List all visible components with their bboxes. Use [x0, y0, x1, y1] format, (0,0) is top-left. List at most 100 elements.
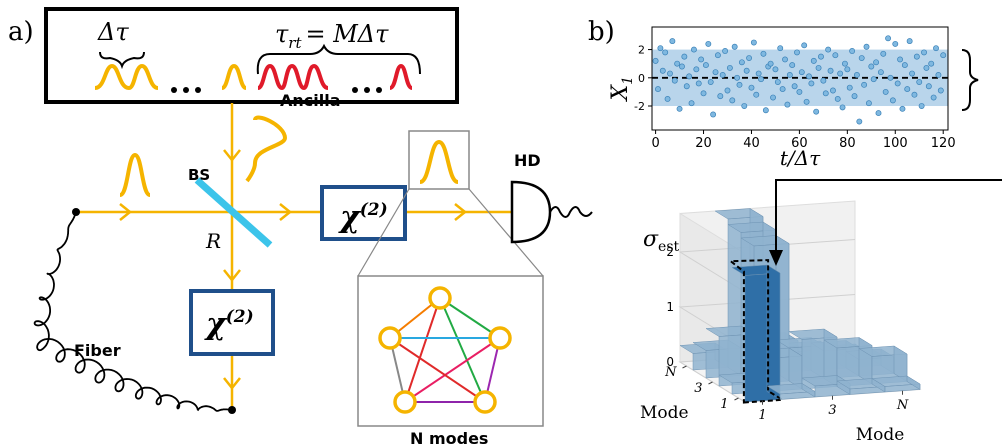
point	[799, 70, 804, 75]
point	[878, 70, 883, 75]
point	[792, 84, 797, 89]
point	[866, 101, 871, 106]
point	[655, 86, 660, 91]
point	[691, 47, 696, 52]
point	[653, 58, 658, 63]
point	[687, 74, 692, 79]
y-tick-label: N	[664, 365, 677, 380]
point	[663, 50, 668, 55]
point	[756, 71, 761, 76]
point	[914, 54, 919, 59]
point	[885, 36, 890, 41]
point	[818, 54, 823, 59]
point	[682, 54, 687, 59]
y-axis-label: X1	[608, 76, 636, 103]
point	[876, 110, 881, 115]
chart-title: σest	[643, 227, 680, 255]
z-tick-label: 1	[666, 300, 674, 314]
brace	[100, 52, 144, 66]
point	[708, 79, 713, 84]
point	[921, 50, 926, 55]
bar-side	[859, 338, 872, 385]
point	[912, 92, 917, 97]
chi-sup: (2)	[226, 307, 254, 327]
fiber-end	[228, 406, 236, 414]
point	[679, 64, 684, 69]
point	[699, 57, 704, 62]
brace	[258, 46, 420, 74]
point	[826, 47, 831, 52]
point	[907, 39, 912, 44]
point	[881, 51, 886, 56]
tau-symbol: τ	[275, 20, 289, 48]
point	[900, 106, 905, 111]
x-tick-label: 0	[651, 136, 659, 151]
point	[847, 85, 852, 90]
point	[737, 82, 742, 87]
point	[890, 98, 895, 103]
point	[706, 41, 711, 46]
point	[751, 40, 756, 45]
point	[897, 57, 902, 62]
y-axis-label-sub: 1	[620, 76, 636, 85]
point	[785, 102, 790, 107]
x-tick-label: 120	[931, 136, 956, 151]
point	[852, 94, 857, 99]
point	[696, 81, 701, 86]
point	[787, 72, 792, 77]
point	[773, 67, 778, 72]
point	[938, 88, 943, 93]
point	[854, 72, 859, 77]
point	[823, 91, 828, 96]
point	[838, 71, 843, 76]
x-tick-label: 20	[695, 136, 712, 151]
point	[806, 74, 811, 79]
point	[734, 75, 739, 80]
point	[667, 71, 672, 76]
pulses	[95, 66, 412, 88]
point	[780, 86, 785, 91]
fiber-label: Fiber	[74, 341, 121, 360]
point	[758, 77, 763, 82]
chi-symbol: χ	[338, 200, 362, 235]
point	[809, 81, 814, 86]
y-tick-label: 1	[720, 397, 728, 412]
point	[711, 112, 716, 117]
point	[883, 89, 888, 94]
point	[941, 53, 946, 58]
point	[902, 62, 907, 67]
y-tick	[683, 366, 687, 368]
point	[931, 95, 936, 100]
point	[725, 88, 730, 93]
point	[744, 68, 749, 73]
point	[730, 98, 735, 103]
point	[933, 46, 938, 51]
point	[797, 89, 802, 94]
point	[835, 96, 840, 101]
r-label: R	[205, 229, 221, 253]
point	[871, 77, 876, 82]
point	[888, 75, 893, 80]
point	[723, 48, 728, 53]
point	[732, 44, 737, 49]
point	[775, 79, 780, 84]
point	[742, 103, 747, 108]
panel-label: b)	[588, 17, 615, 47]
detector-signal	[550, 207, 592, 217]
point	[859, 55, 864, 60]
point	[675, 61, 680, 66]
y-tick-label: -2	[634, 100, 645, 113]
panel-label: a)	[8, 17, 34, 47]
point	[862, 82, 867, 87]
x-tick-label: 3	[828, 403, 836, 418]
point	[770, 95, 775, 100]
ellipsis	[171, 87, 382, 93]
point	[727, 65, 732, 70]
point	[703, 62, 708, 67]
point	[893, 41, 898, 46]
page: a) Δτ τrt= MΔτ BS R Ancilla χ(2) χ(2) N …	[0, 0, 1002, 448]
point	[782, 57, 787, 62]
chart-title-main: σ	[643, 227, 659, 252]
point	[658, 46, 663, 51]
point	[909, 71, 914, 76]
